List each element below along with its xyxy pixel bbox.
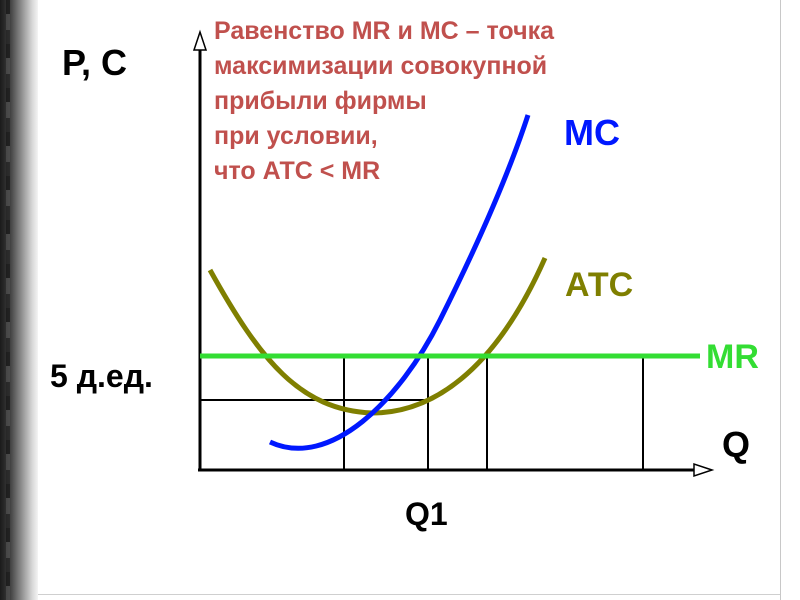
slide-bottom-border (38, 594, 780, 595)
mr-line-label: MR (706, 338, 759, 376)
atc-curve-label: АТС (565, 266, 634, 304)
x-axis-arrow (693, 462, 715, 478)
price-label: 5 д.ед. (50, 358, 153, 394)
atc-curve (207, 256, 548, 416)
q1-label: Q1 (405, 496, 448, 532)
slide-right-border (780, 0, 800, 600)
x-axis-label: Q (722, 424, 751, 465)
mc-curve (268, 114, 531, 451)
y-axis-label: Р, С (62, 42, 128, 83)
slide-title: Равенство MR и МС – точка максимизации с… (214, 17, 555, 185)
slide-left-decoration (0, 0, 38, 600)
y-axis-arrow (192, 29, 208, 51)
mc-curve-label: МС (564, 112, 620, 153)
